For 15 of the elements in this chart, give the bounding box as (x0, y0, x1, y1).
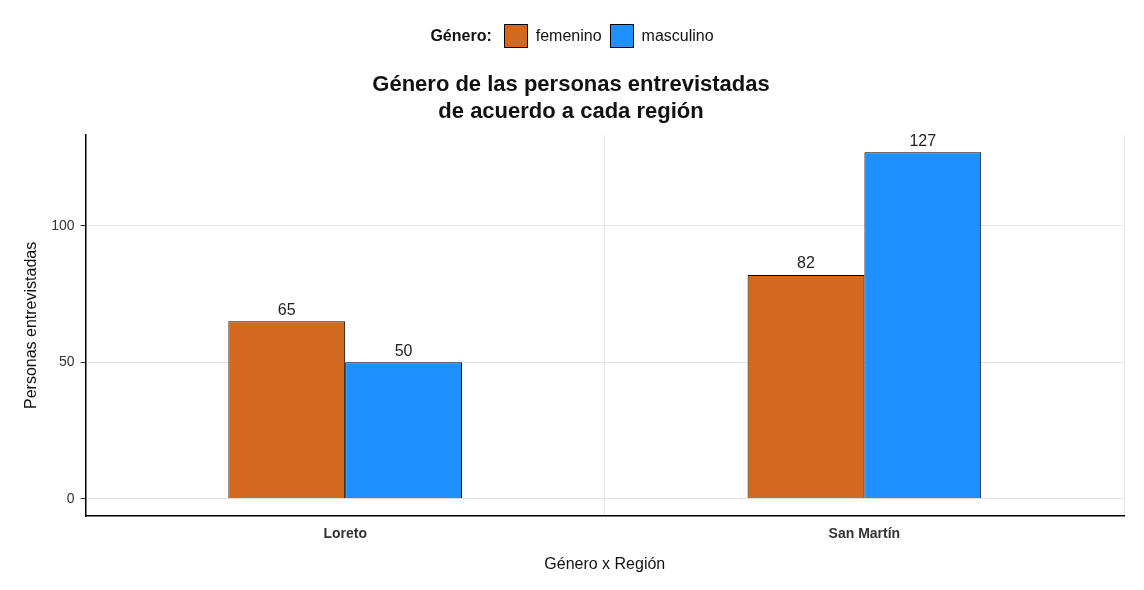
y-tick-label: 100 (51, 216, 75, 233)
x-axis-title: Género x Región (544, 554, 666, 572)
legend-label: masculino (641, 27, 714, 45)
data-label: 82 (797, 254, 815, 272)
y-axis-title: Personas entrevistadas (22, 241, 40, 409)
legend-title: Género: (430, 27, 492, 45)
data-label: 127 (909, 131, 937, 149)
data-label: 50 (394, 341, 413, 359)
y-tick-label: 50 (58, 353, 75, 370)
legend-label: femenino (535, 27, 602, 45)
data-label: 65 (277, 300, 296, 318)
chart-title: Género de las personas entrevistadas de acuerdo a cada región (372, 71, 770, 123)
x-tick-label: Loreto (323, 525, 367, 542)
y-tick-label: 0 (66, 489, 75, 506)
x-tick-label: San Martín (828, 525, 901, 542)
